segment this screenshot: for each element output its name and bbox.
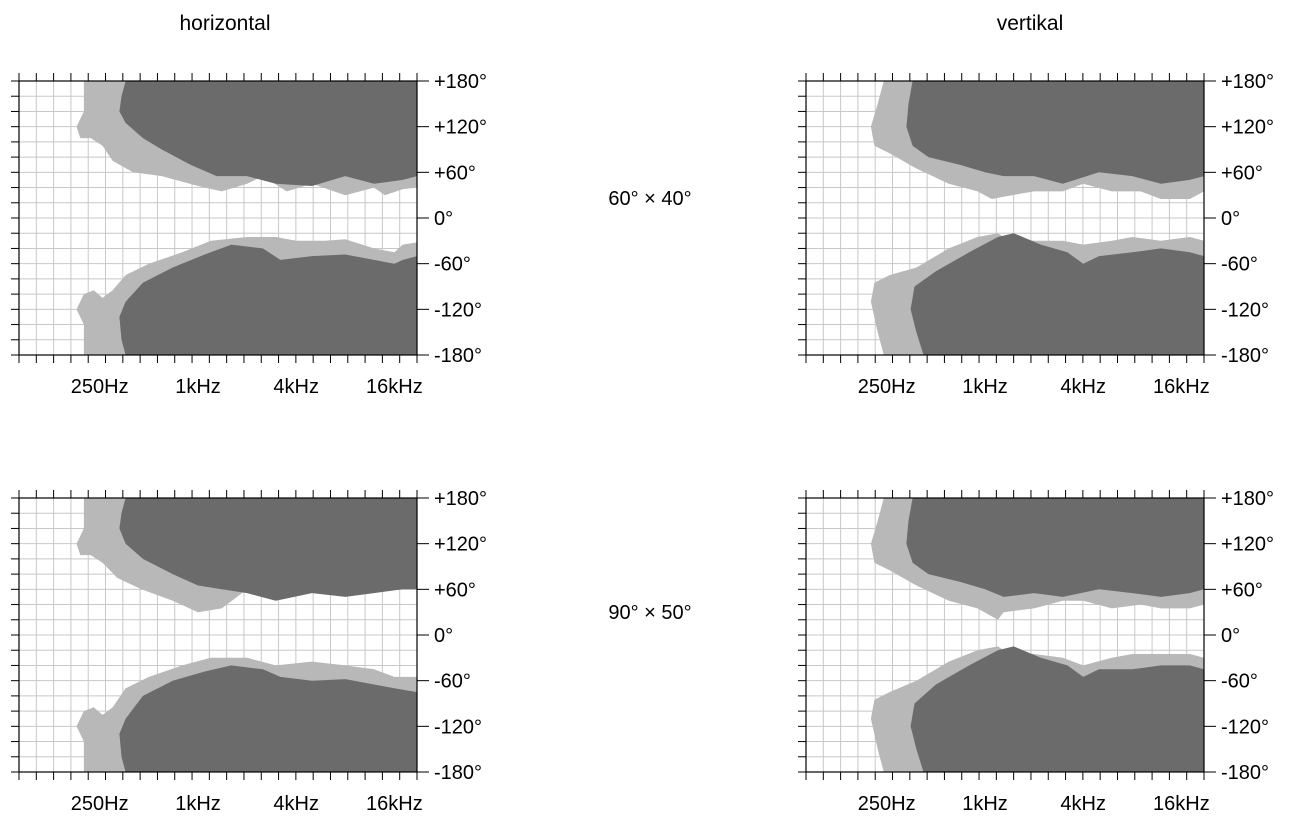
x-tick-label: 4kHz xyxy=(273,376,319,398)
y-tick-label: -180° xyxy=(434,762,482,784)
y-tick-label: -180° xyxy=(1221,345,1269,367)
y-tick-label: -180° xyxy=(1221,762,1269,784)
region-lower-dark xyxy=(119,244,417,355)
tick-marks xyxy=(11,73,418,363)
x-tick-label: 16kHz xyxy=(366,376,423,398)
row-label-90x50: 90° × 50° xyxy=(608,602,692,624)
column-title-vertikal: vertikal xyxy=(996,12,1064,35)
y-tick-label: -120° xyxy=(434,299,482,321)
y-tick-label: +120° xyxy=(434,534,487,556)
chart-vertikal-90x50: +180° +120° +60° 0° -60° -120° -180° 250Hz 1kHz 4… xyxy=(798,488,1274,815)
region-upper-dark xyxy=(906,81,1204,184)
region-upper-dark xyxy=(119,81,417,186)
y-tick-label: -60° xyxy=(434,254,471,276)
y-tick-label: +180° xyxy=(1221,71,1274,93)
chart-horizontal-60x40: +180° +120° +60° 0° -60° -120° -180° 250Hz 1kHz 4… xyxy=(11,71,487,398)
x-tick-label: 1kHz xyxy=(175,793,221,815)
tick-marks xyxy=(798,490,1205,780)
x-tick-label: 1kHz xyxy=(175,376,221,398)
y-tick-label: -60° xyxy=(1221,671,1258,693)
y-tick-label: -60° xyxy=(1221,254,1258,276)
y-tick-label: -120° xyxy=(1221,716,1269,738)
chart-horizontal-90x50: +180° +120° +60° 0° -60° -120° -180° 250Hz 1kHz 4… xyxy=(11,488,487,815)
region-upper-dark xyxy=(119,498,417,601)
y-tick-label: +120° xyxy=(1221,534,1274,556)
chart-vertikal-60x40: +180° +120° +60° 0° -60° -120° -180° 250Hz 1kHz 4… xyxy=(798,71,1274,398)
y-tick-label: +180° xyxy=(1221,488,1274,510)
region-upper-dark xyxy=(906,498,1204,597)
x-tick-label: 250Hz xyxy=(858,376,916,398)
y-tick-label: -120° xyxy=(434,716,482,738)
row-label-60x40: 60° × 40° xyxy=(608,188,692,210)
y-tick-label: 0° xyxy=(1221,208,1240,230)
x-tick-label: 250Hz xyxy=(71,793,129,815)
region-lower-dark xyxy=(910,646,1204,772)
tick-marks xyxy=(11,490,418,780)
y-tick-label: +60° xyxy=(434,162,476,184)
y-tick-label: +120° xyxy=(434,117,487,139)
y-tick-label: 0° xyxy=(434,208,453,230)
y-tick-label: -60° xyxy=(434,671,471,693)
y-tick-label: +180° xyxy=(434,488,487,510)
y-tick-label: -120° xyxy=(1221,299,1269,321)
x-tick-label: 250Hz xyxy=(71,376,129,398)
x-tick-label: 1kHz xyxy=(962,793,1008,815)
x-tick-label: 1kHz xyxy=(962,376,1008,398)
region-lower-dark xyxy=(910,233,1204,355)
tick-marks xyxy=(798,73,1205,363)
y-tick-label: +60° xyxy=(1221,579,1263,601)
x-tick-label: 16kHz xyxy=(366,793,423,815)
y-tick-label: +120° xyxy=(1221,117,1274,139)
x-tick-label: 16kHz xyxy=(1153,793,1210,815)
column-title-horizontal: horizontal xyxy=(179,12,271,35)
y-tick-label: -180° xyxy=(434,345,482,367)
y-tick-label: +180° xyxy=(434,71,487,93)
y-tick-label: +60° xyxy=(434,579,476,601)
y-tick-label: +60° xyxy=(1221,162,1263,184)
x-tick-label: 250Hz xyxy=(858,793,916,815)
y-tick-label: 0° xyxy=(434,625,453,647)
x-tick-label: 4kHz xyxy=(273,793,319,815)
region-lower-dark xyxy=(119,665,417,772)
x-tick-label: 16kHz xyxy=(1153,376,1210,398)
x-tick-label: 4kHz xyxy=(1060,793,1106,815)
x-tick-label: 4kHz xyxy=(1060,376,1106,398)
y-tick-label: 0° xyxy=(1221,625,1240,647)
